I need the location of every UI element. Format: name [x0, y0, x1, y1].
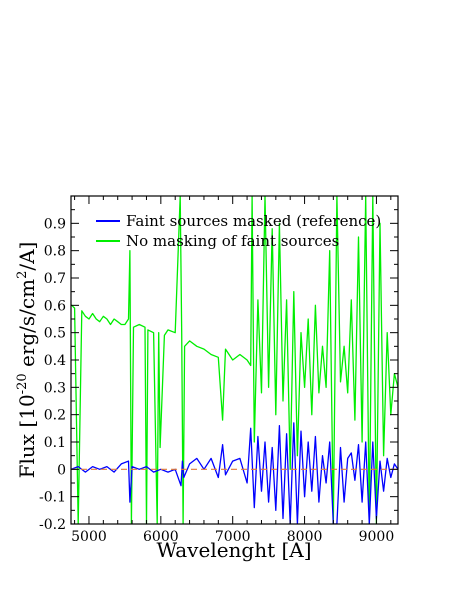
x-tick-label: 8000: [287, 529, 323, 545]
legend: Faint sources masked (reference) No mask…: [96, 212, 381, 250]
y-tick-label: 0: [57, 462, 66, 478]
y-tick-label: 0.6: [44, 298, 66, 314]
x-tick-label: 7000: [215, 529, 251, 545]
x-tick-label: 6000: [143, 529, 179, 545]
y-tick-label: 0.9: [44, 216, 66, 232]
legend-label-no-masking: No masking of faint sources: [126, 232, 339, 250]
x-tick-label: 9000: [359, 529, 395, 545]
y-tick-label: 0.4: [44, 353, 66, 369]
y-axis-title: Flux [10-20 erg/s/cm2/A]: [15, 242, 39, 479]
series-layer: [71, 196, 398, 524]
x-tick-label: 5000: [71, 529, 107, 545]
y-tick-label: 0.2: [44, 408, 66, 424]
ticks-layer: 5000 6000 7000 8000 9000 -0.2 -0.1 0 0.1 0.2 0.3 0.…: [39, 196, 398, 545]
x-axis-title: Wavelenght [A]: [156, 538, 311, 562]
series-line-0: [71, 422, 398, 524]
y-tick-label: 0.1: [44, 435, 66, 451]
y-tick-label: -0.1: [39, 490, 66, 506]
y-tick-label: 0.7: [44, 271, 66, 287]
y-tick-label: -0.2: [39, 517, 66, 533]
y-tick-label: 0.8: [44, 244, 66, 260]
y-tick-label: 0.3: [44, 380, 66, 396]
y-tick-label: 0.5: [44, 326, 66, 342]
legend-label-reference: Faint sources masked (reference): [126, 212, 381, 230]
series-line-1: [71, 196, 398, 524]
